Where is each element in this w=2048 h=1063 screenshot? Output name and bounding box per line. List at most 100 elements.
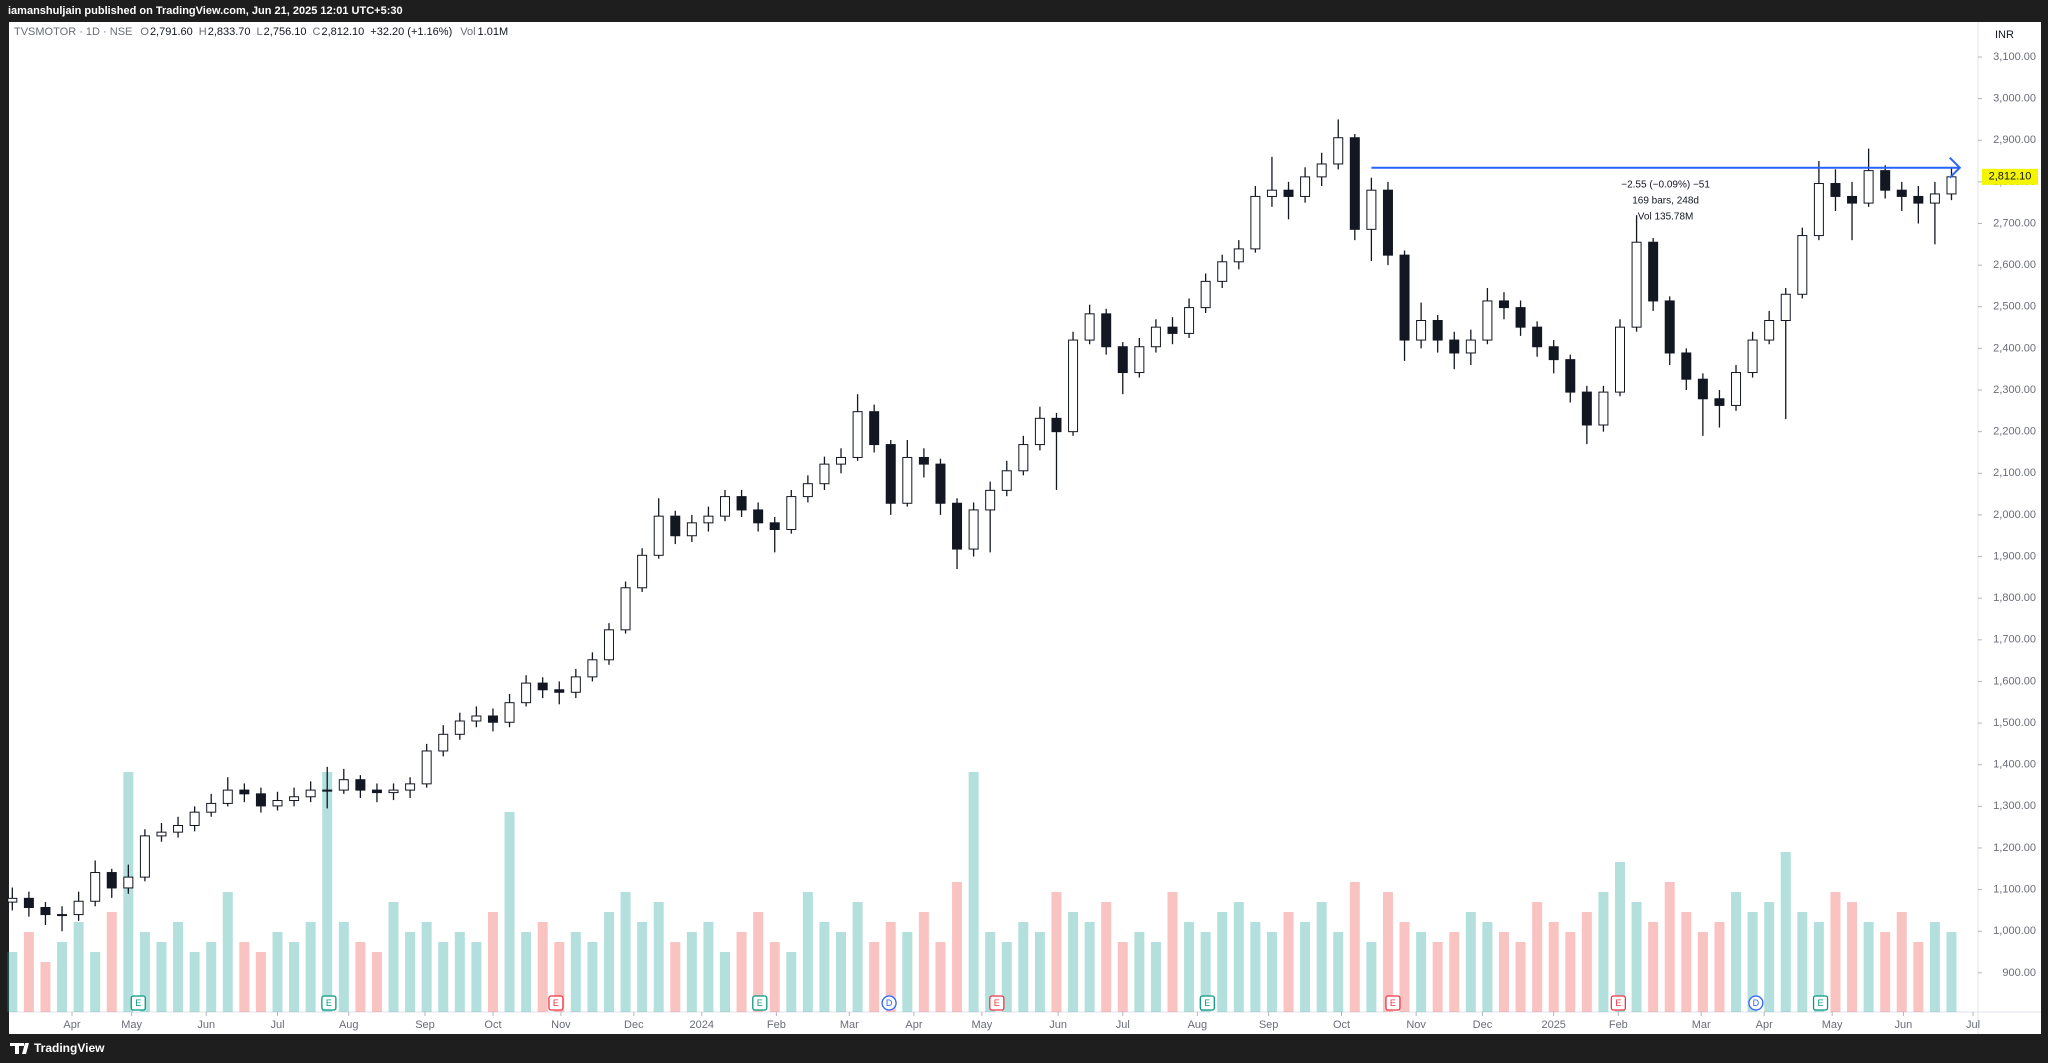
brand: TradingView bbox=[34, 1041, 105, 1055]
candle-body bbox=[1780, 293, 1791, 321]
volume-bar bbox=[206, 942, 217, 1012]
last-price-tag bbox=[1982, 168, 2038, 185]
candle-body bbox=[1068, 339, 1079, 433]
legend-value: 1.01M bbox=[478, 26, 509, 38]
volume-bar bbox=[1266, 932, 1277, 1012]
volume-bar bbox=[189, 952, 200, 1012]
volume-bar bbox=[1880, 932, 1891, 1012]
candle-body bbox=[1515, 307, 1526, 328]
legend-change: +32.20 (+1.16%) bbox=[370, 26, 452, 38]
volume-bar bbox=[1465, 912, 1476, 1012]
volume-bar bbox=[686, 932, 697, 1012]
volume-bar bbox=[239, 942, 250, 1012]
volume-bar bbox=[720, 952, 730, 1012]
candle-body bbox=[1631, 241, 1642, 328]
y-tick-label: 1,200.00 bbox=[1993, 842, 2036, 854]
candle-body bbox=[421, 750, 432, 785]
candle-body bbox=[736, 496, 747, 511]
y-tick-label: 1,900.00 bbox=[1993, 550, 2036, 562]
candle-body bbox=[123, 876, 134, 889]
volume-bar bbox=[736, 932, 747, 1012]
y-tick-label: 2,200.00 bbox=[1993, 426, 2036, 438]
candle-body bbox=[40, 907, 51, 916]
candle-body bbox=[57, 914, 68, 917]
volume-bar bbox=[1830, 892, 1841, 1012]
candle-body bbox=[1863, 170, 1874, 204]
volume-bar bbox=[1382, 892, 1393, 1012]
candle-body bbox=[454, 720, 465, 735]
candle-body bbox=[1283, 189, 1294, 197]
volume-bar bbox=[1333, 932, 1344, 1012]
candle-body bbox=[156, 831, 167, 837]
event-label: E bbox=[994, 998, 1000, 1008]
brand-logo bbox=[10, 1043, 29, 1054]
measure-arrow bbox=[1949, 157, 1962, 179]
candle-body bbox=[1896, 189, 1907, 197]
candle-body bbox=[521, 682, 532, 704]
candle-body bbox=[570, 676, 581, 693]
x-tick-label: Apr bbox=[63, 1019, 80, 1031]
volume-bar bbox=[935, 942, 946, 1012]
measure-label: 169 bars, 248d bbox=[1632, 195, 1699, 206]
x-tick-label: Nov bbox=[551, 1019, 571, 1031]
volume-bar bbox=[1449, 932, 1460, 1012]
volume-bar bbox=[769, 942, 780, 1012]
candle-body bbox=[554, 689, 565, 693]
volume-bar bbox=[289, 942, 300, 1012]
y-tick-label: 1,600.00 bbox=[1993, 675, 2036, 687]
event-marker bbox=[548, 995, 564, 1011]
candle-body bbox=[935, 463, 946, 504]
candle-body bbox=[189, 811, 200, 826]
y-tick-label: 2,900.00 bbox=[1993, 134, 2036, 146]
candle-body bbox=[305, 789, 316, 798]
candle-body bbox=[1101, 313, 1112, 348]
candle-body bbox=[487, 715, 498, 723]
volume-bar bbox=[1416, 932, 1427, 1012]
volume-bar bbox=[670, 942, 681, 1012]
candle-body bbox=[637, 554, 648, 589]
volume-bar bbox=[73, 922, 84, 1012]
candle-body bbox=[1233, 248, 1244, 263]
candle-body bbox=[1184, 307, 1195, 334]
candle-body bbox=[222, 789, 233, 804]
candle-body bbox=[1266, 189, 1277, 197]
x-tick-label: 2025 bbox=[1541, 1019, 1565, 1031]
volume-bar bbox=[786, 952, 797, 1012]
y-tick-label: 3,100.00 bbox=[1993, 51, 2036, 63]
candle-body bbox=[1581, 391, 1592, 426]
candle-body bbox=[836, 456, 847, 465]
candle-body bbox=[1697, 378, 1708, 400]
volume-bar bbox=[1697, 932, 1708, 1012]
candle-body bbox=[653, 515, 664, 556]
volume-bar bbox=[1498, 932, 1509, 1012]
candle-body bbox=[802, 483, 813, 498]
volume-bar bbox=[156, 942, 167, 1012]
y-tick-label: 1,300.00 bbox=[1993, 800, 2036, 812]
candle-body bbox=[272, 800, 283, 807]
volume-bar bbox=[1565, 932, 1576, 1012]
x-tick-label: Feb bbox=[1609, 1019, 1628, 1031]
volume-bar bbox=[836, 932, 847, 1012]
candle-body bbox=[322, 789, 333, 792]
y-tick-label: 3,000.00 bbox=[1993, 93, 2036, 105]
y-tick-label: 2,400.00 bbox=[1993, 342, 2036, 354]
candle-body bbox=[769, 522, 780, 530]
volume-bar bbox=[1747, 912, 1758, 1012]
candle-body bbox=[1416, 319, 1427, 341]
candle-body bbox=[1150, 326, 1161, 348]
legend-value: 2,791.60 bbox=[150, 26, 193, 38]
volume-bar bbox=[1233, 902, 1244, 1012]
candle-body bbox=[1913, 195, 1924, 204]
volume-bar bbox=[1018, 922, 1029, 1012]
candle-body bbox=[1200, 280, 1211, 309]
volume-bar bbox=[438, 942, 449, 1012]
x-tick-label: 2024 bbox=[690, 1019, 714, 1031]
volume-bar bbox=[1167, 892, 1178, 1012]
candle-body bbox=[1300, 176, 1311, 197]
volume-bar bbox=[272, 932, 283, 1012]
event-label: E bbox=[1204, 998, 1210, 1008]
volume-bar bbox=[1813, 922, 1824, 1012]
candle-body bbox=[1681, 352, 1692, 380]
candle-body bbox=[852, 411, 863, 458]
x-tick-label: Jun bbox=[197, 1019, 215, 1031]
